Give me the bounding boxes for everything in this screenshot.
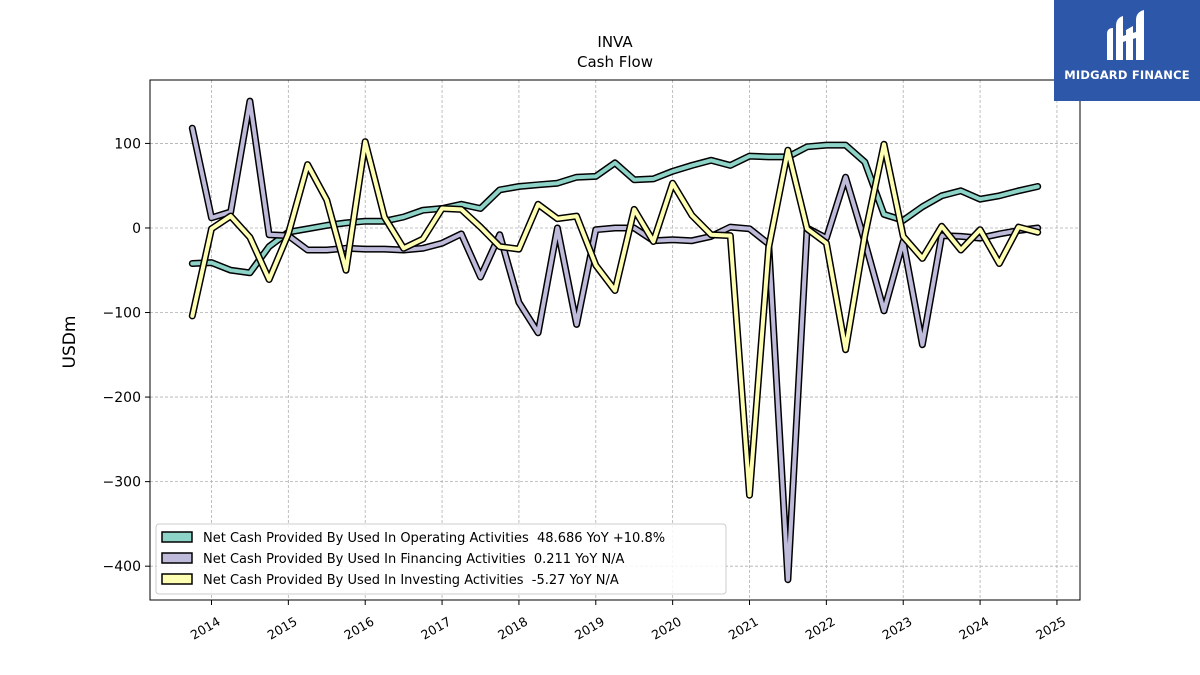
legend-label: Net Cash Provided By Used In Financing A… (203, 552, 625, 567)
brand-name: MIDGARD FINANCE (1064, 68, 1190, 82)
chart-title: INVA (597, 33, 633, 51)
x-tick-label: 2018 (495, 614, 530, 643)
x-tick-label: 2025 (1033, 614, 1068, 643)
y-axis-label: USDm (60, 316, 80, 369)
x-tick-label: 2023 (879, 614, 914, 643)
series-layer (188, 97, 1042, 584)
x-tick-label: 2016 (341, 614, 376, 643)
legend-swatch (161, 552, 193, 564)
legend-label: Net Cash Provided By Used In Investing A… (203, 573, 619, 588)
y-tick-label: 0 (132, 221, 141, 237)
x-tick-label: 2017 (418, 614, 453, 643)
midgard-logo-icon (1107, 10, 1144, 60)
x-tick-label: 2020 (649, 614, 684, 643)
y-tick-label: −400 (103, 559, 141, 575)
y-tick-label: 100 (114, 136, 141, 152)
x-tick-label: 2015 (265, 614, 300, 643)
series-line (190, 139, 1040, 498)
x-tick-label: 2022 (803, 614, 838, 643)
y-tick-label: −200 (103, 390, 141, 406)
chart-subtitle: Cash Flow (577, 53, 653, 71)
gridlines (150, 80, 1080, 600)
legend: Net Cash Provided By Used In Operating A… (155, 523, 727, 595)
x-tick-label: 2024 (956, 614, 991, 643)
legend-swatch (161, 573, 193, 585)
legend-label: Net Cash Provided By Used In Operating A… (203, 531, 665, 546)
brand-logo: MIDGARD FINANCE (1054, 0, 1200, 101)
series-line (190, 99, 1040, 582)
y-tick-label: −100 (103, 306, 141, 322)
legend-box (155, 523, 727, 595)
plot-area (149, 79, 1081, 601)
series-line-outline (188, 138, 1042, 499)
y-tick-label: −300 (103, 475, 141, 491)
legend-swatch (161, 531, 193, 543)
x-tick-label: 2014 (188, 614, 223, 643)
x-tick-label: 2019 (572, 614, 607, 643)
x-tick-label: 2021 (726, 614, 761, 643)
series-line (190, 143, 1040, 275)
series-line-outline (188, 97, 1042, 584)
